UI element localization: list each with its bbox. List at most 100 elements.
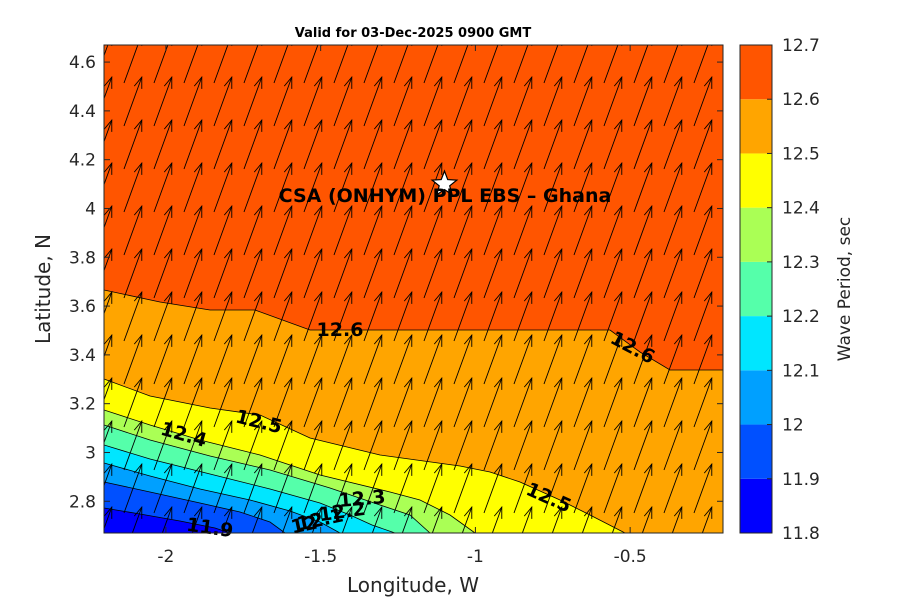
wave-arrow: [213, 45, 233, 84]
wave-arrow: [521, 505, 533, 533]
wave-arrow: [603, 376, 623, 428]
wave-arrow: [483, 419, 503, 471]
wave-arrow: [724, 421, 742, 470]
wave-arrow: [104, 333, 113, 358]
colorbar-segment: [740, 424, 772, 479]
wave-arrow: [663, 247, 683, 299]
wave-arrow: [104, 75, 113, 100]
x-tick-label: -1: [467, 547, 484, 567]
wave-arrow: [183, 247, 203, 299]
wave-arrow: [423, 290, 443, 342]
wave-arrow: [243, 161, 263, 213]
wave-arrow: [633, 161, 653, 213]
colorbar-segment: [740, 261, 772, 317]
wave-arrow: [543, 376, 563, 428]
y-tick-label: 4.2: [69, 151, 96, 171]
wave-arrow: [104, 376, 113, 401]
wave-arrow: [243, 75, 263, 127]
wave-arrow: [693, 376, 713, 428]
wave-arrow: [333, 290, 353, 342]
wave-arrow: [363, 419, 383, 471]
wave-arrow: [663, 290, 683, 342]
wave-arrow: [633, 290, 653, 342]
wave-arrow: [183, 161, 203, 213]
wave-arrow: [303, 462, 323, 514]
wave-arrow: [393, 247, 413, 299]
colorbar-segment: [740, 370, 772, 425]
wave-arrow: [664, 0, 682, 40]
wave-arrow: [724, 464, 742, 513]
wave-arrow: [333, 45, 353, 84]
wave-arrow: [483, 75, 503, 127]
wave-arrow: [273, 247, 293, 299]
wave-arrow: [724, 335, 742, 384]
wave-arrow: [453, 45, 473, 84]
wave-arrow: [603, 333, 623, 385]
wave-arrow: [303, 75, 323, 127]
y-axis-label: Latitude, N: [31, 234, 55, 344]
wave-arrow: [124, 0, 142, 40]
wave-arrow: [363, 247, 383, 299]
wave-arrow: [483, 118, 503, 170]
wave-arrow: [213, 247, 233, 299]
wave-arrow: [513, 75, 533, 127]
wave-arrow: [161, 505, 173, 533]
wave-arrow: [663, 118, 683, 170]
wave-arrow: [543, 333, 563, 385]
wave-arrow: [363, 204, 383, 256]
wave-arrow: [544, 0, 562, 40]
wave-arrow: [453, 75, 473, 127]
wave-arrow: [513, 462, 533, 514]
wave-arrow: [693, 45, 713, 84]
wave-arrow: [431, 505, 443, 533]
x-tick-label: -2: [157, 547, 174, 567]
wave-arrow: [423, 462, 443, 514]
wave-arrow: [183, 462, 203, 514]
wave-arrow: [183, 204, 203, 256]
wave-arrow: [243, 290, 263, 342]
wave-arrow: [243, 118, 263, 170]
colorbar-segment: [740, 45, 772, 100]
wave-arrow: [633, 462, 653, 514]
colorbar-segment: [740, 99, 772, 154]
wave-arrow: [633, 75, 653, 127]
wave-arrow: [603, 118, 623, 170]
wave-arrow: [491, 505, 503, 533]
wave-arrow: [393, 419, 413, 471]
wave-arrow: [543, 290, 563, 342]
plot-frame: [103, 44, 724, 534]
wave-arrow: [423, 118, 443, 170]
wave-arrow: [123, 45, 143, 84]
contour-label-12.3: 12.3: [338, 486, 387, 512]
wave-arrow: [213, 462, 233, 514]
wave-arrow: [243, 419, 263, 471]
wave-arrow: [641, 505, 653, 533]
y-tick-label: 4.4: [69, 102, 96, 122]
wave-arrow: [701, 505, 713, 533]
contour-line-11.9: [104, 507, 231, 533]
colorbar-tick-label: 12.5: [782, 144, 820, 164]
wave-arrow: [573, 462, 593, 514]
wave-arrow: [663, 419, 683, 471]
wave-arrow: [663, 462, 683, 514]
contour-label-12.6-a: 12.6: [317, 319, 364, 341]
contour-line-12.2: [104, 444, 396, 533]
wave-arrow: [603, 419, 623, 471]
wave-arrow: [513, 204, 533, 256]
wave-arrow: [131, 505, 143, 533]
contour-line-12.1: [104, 462, 341, 533]
wave-arrow: [574, 0, 592, 40]
wave-arrow: [243, 333, 263, 385]
wave-arrow: [273, 290, 293, 342]
wave-arrow: [724, 507, 742, 556]
wave-arrow: [333, 333, 353, 385]
wave-arrow: [693, 462, 713, 514]
wave-arrow: [513, 333, 533, 385]
wave-arrow: [371, 505, 383, 533]
wave-arrow: [243, 247, 263, 299]
wave-arrow: [393, 290, 413, 342]
wave-arrow: [153, 462, 173, 514]
wave-arrow: [543, 45, 563, 84]
wave-arrow: [633, 247, 653, 299]
wave-arrow: [104, 161, 113, 186]
